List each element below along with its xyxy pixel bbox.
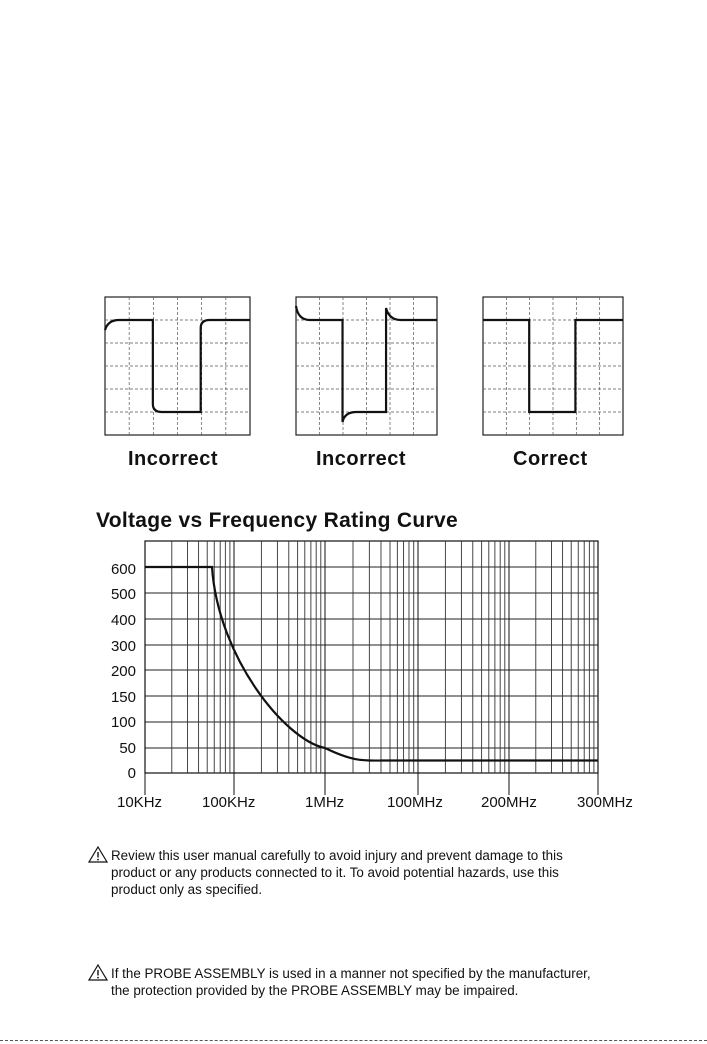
x-tick-label: 100KHz	[202, 794, 256, 811]
warning-line: product or any products connected to it.…	[111, 865, 559, 880]
warning-line: If the PROBE ASSEMBLY is used in a manne…	[111, 966, 591, 981]
warning-line: the protection provided by the PROBE ASS…	[111, 983, 519, 998]
y-tick-label: 0	[127, 765, 136, 782]
y-tick-label: 100	[110, 714, 136, 731]
waveform-trace	[483, 318, 623, 414]
warning-line: Review this user manual carefully to avo…	[111, 848, 563, 863]
warning-triangle-icon	[88, 964, 108, 981]
waveform-panel-correct	[482, 296, 624, 436]
warning-triangle-icon	[88, 846, 108, 863]
warning-text-1: Review this user manual carefully to avo…	[111, 847, 563, 898]
y-tick-label: 600	[110, 561, 136, 578]
warning-line: product only as specified.	[111, 882, 263, 897]
waveform-trace	[294, 305, 437, 423]
x-tick-label: 100MHz	[387, 794, 443, 811]
waveform-label-1: Incorrect	[128, 448, 219, 470]
rating-curve-line	[145, 565, 598, 762]
waveform-trace	[103, 318, 250, 414]
y-tick-label: 400	[110, 612, 136, 629]
y-tick-label: 200	[110, 663, 136, 680]
waveform-label-3: Correct	[513, 448, 588, 470]
page-bottom-rule	[0, 1040, 707, 1041]
x-tick-label: 200MHz	[481, 794, 537, 811]
x-tick-label: 300MHz	[577, 794, 633, 811]
x-tick-label: 1MHz	[305, 794, 345, 811]
y-tick-label: 150	[110, 689, 136, 706]
waveform-panels	[103, 296, 624, 436]
waveform-panel-overshoot	[103, 296, 251, 436]
y-tick-label: 500	[110, 586, 136, 603]
y-tick-label: 300	[110, 638, 136, 655]
y-tick-label: 50	[119, 740, 136, 757]
waveform-panel-undershoot	[294, 296, 438, 436]
rating-curve-chart	[144, 540, 599, 795]
chart-title: Voltage vs Frequency Rating Curve	[96, 509, 458, 532]
x-tick-label: 10KHz	[117, 794, 163, 811]
waveform-label-2: Incorrect	[316, 448, 407, 470]
warning-text-2: If the PROBE ASSEMBLY is used in a manne…	[111, 965, 591, 999]
